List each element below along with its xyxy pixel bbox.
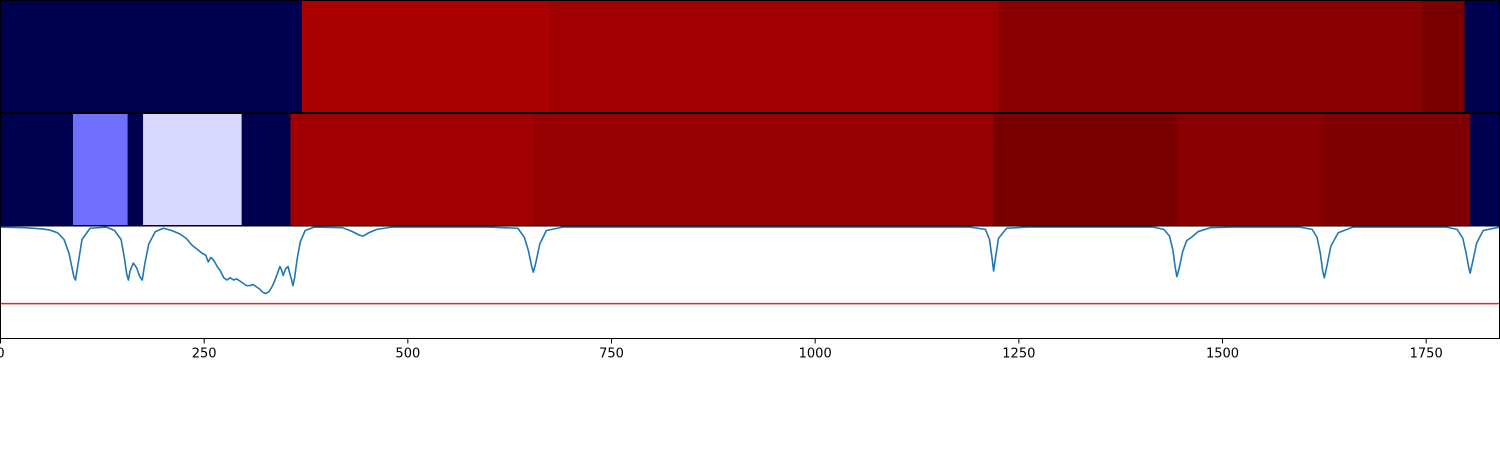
x-axis: 0 250 500 750 1000 1250 1500 1750: [0, 338, 1443, 362]
top-strip-segment-5: [1464, 0, 1500, 113]
x-tick-label-0: 0: [0, 347, 5, 362]
top-heatmap-strip: [0, 0, 1500, 113]
top-strip-segment-3: [998, 0, 1423, 113]
x-tick-label-6: 1500: [1206, 347, 1239, 362]
middle-strip-segment-7: [993, 113, 1178, 226]
middle-strip-segment-6: [533, 113, 995, 226]
signal-line: [0, 226, 1500, 295]
middle-strip-segment-1: [73, 113, 129, 226]
x-tick-label-1: 250: [192, 347, 217, 362]
top-strip-segment-4: [1422, 0, 1466, 113]
top-strip-segment-1: [301, 0, 552, 113]
middle-strip-segment-9: [1324, 113, 1471, 226]
plot-background: [0, 226, 1500, 339]
middle-heatmap-strip: [0, 113, 1500, 226]
middle-strip-segment-3: [143, 113, 243, 226]
x-tick-label-5: 1250: [1002, 347, 1035, 362]
x-tick-label-4: 1000: [799, 347, 832, 362]
top-strip-segment-2: [550, 0, 1000, 113]
top-strip-segment-0: [0, 0, 303, 113]
bottom-line-plot: [0, 226, 1500, 339]
x-tick-label-7: 1750: [1410, 347, 1443, 362]
middle-strip-segment-8: [1176, 113, 1325, 226]
middle-strip-segment-0: [0, 113, 74, 226]
middle-strip-segment-10: [1470, 113, 1500, 226]
middle-strip-segment-2: [127, 113, 144, 226]
x-tick-label-2: 500: [395, 347, 420, 362]
plot-series: [0, 226, 1500, 305]
middle-strip-segment-5: [290, 113, 534, 226]
x-tick-label-3: 750: [599, 347, 624, 362]
middle-strip-segment-4: [241, 113, 292, 226]
